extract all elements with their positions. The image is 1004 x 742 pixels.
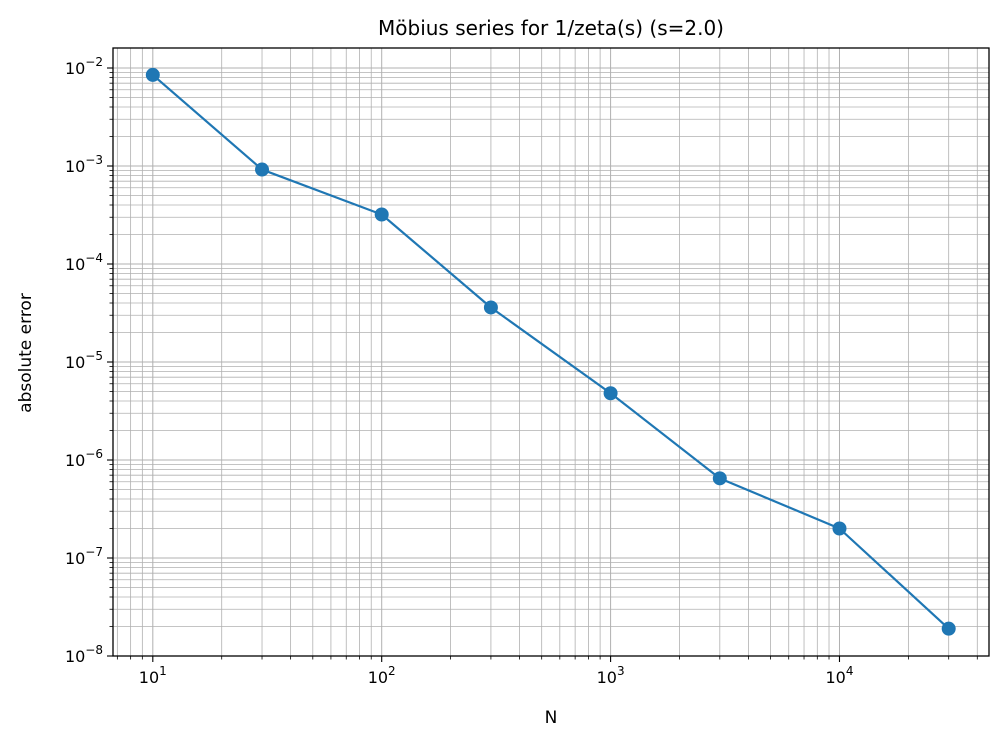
y-tick-label-exponent: −3: [85, 153, 103, 167]
y-tick-label-base: 10: [65, 255, 85, 274]
data-point: [712, 471, 727, 486]
x-tick-label-exponent: 1: [159, 664, 167, 678]
y-tick-label-exponent: −7: [85, 545, 103, 559]
data-point: [374, 207, 389, 222]
y-tick-label-base: 10: [65, 353, 85, 372]
data-point: [483, 300, 498, 315]
x-tick-label: 101: [139, 664, 167, 687]
y-tick-label: 10−8: [65, 643, 103, 666]
data-point: [145, 67, 160, 82]
y-tick-label: 10−6: [65, 447, 103, 470]
grid: [113, 48, 989, 657]
data-point: [603, 386, 618, 401]
y-tick-label: 10−5: [65, 349, 103, 372]
y-tick-label-exponent: −4: [85, 251, 103, 265]
data-point: [832, 521, 847, 536]
y-tick-label: 10−3: [65, 153, 103, 176]
x-tick-label-exponent: 3: [617, 664, 625, 678]
y-tick-label: 10−2: [65, 55, 103, 78]
series-layer: [145, 67, 956, 636]
x-tick-label-exponent: 2: [388, 664, 396, 678]
x-tick-label-base: 10: [368, 668, 388, 687]
y-tick-label: 10−4: [65, 251, 103, 274]
x-tick-label-base: 10: [139, 668, 159, 687]
series-line: [152, 74, 950, 630]
y-tick-label: 10−7: [65, 545, 103, 568]
x-tick-label-base: 10: [597, 668, 617, 687]
y-tick-label-base: 10: [65, 59, 85, 78]
chart-title: Möbius series for 1/zeta(s) (s=2.0): [378, 16, 724, 40]
x-tick-label-base: 10: [825, 668, 845, 687]
x-tick-label-exponent: 4: [846, 664, 854, 678]
y-tick-label-base: 10: [65, 157, 85, 176]
y-axis-label: absolute error: [16, 293, 36, 413]
data-point: [255, 162, 270, 177]
y-tick-label-exponent: −8: [85, 643, 103, 657]
x-tick-label: 102: [368, 664, 396, 687]
y-tick-label-exponent: −2: [85, 55, 103, 69]
y-tick-label-base: 10: [65, 451, 85, 470]
x-axis-label: N: [545, 708, 558, 728]
y-tick-label-base: 10: [65, 549, 85, 568]
y-tick-label-exponent: −6: [85, 447, 103, 461]
plot-frame: [112, 47, 990, 657]
x-tick-label: 104: [825, 664, 853, 687]
y-tick-label-exponent: −5: [85, 349, 103, 363]
x-tick-label: 103: [597, 664, 625, 687]
data-point: [941, 621, 956, 636]
y-tick-label-base: 10: [65, 647, 85, 666]
